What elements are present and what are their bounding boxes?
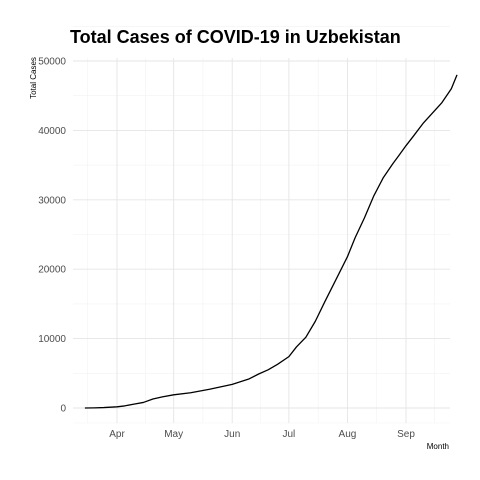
y-tick-label: 0 [60,404,66,415]
x-tick-label: Apr [109,429,125,440]
y-axis-title: Total Cases [29,57,38,99]
y-tick-label: 10000 [38,334,66,345]
total-cases-line [84,74,458,409]
grid [73,25,450,424]
series-layer [84,74,458,409]
y-tick-label: 40000 [38,126,66,137]
x-axis-ticks: Apr May Jun Jul Aug Sep [109,429,415,440]
y-tick-label: 30000 [38,195,66,206]
x-tick-label: Jul [282,429,295,440]
x-tick-label: Sep [397,429,415,440]
x-tick-label: May [164,429,183,440]
x-tick-label: Aug [339,429,357,440]
y-axis-ticks: 0 10000 20000 30000 40000 50000 [38,57,66,415]
y-tick-label: 20000 [38,265,66,276]
y-tick-label: 50000 [38,57,66,68]
x-axis-title: Month [427,442,449,451]
x-tick-label: Jun [224,429,240,440]
chart-title: Total Cases of COVID-19 in Uzbekistan [70,27,401,47]
